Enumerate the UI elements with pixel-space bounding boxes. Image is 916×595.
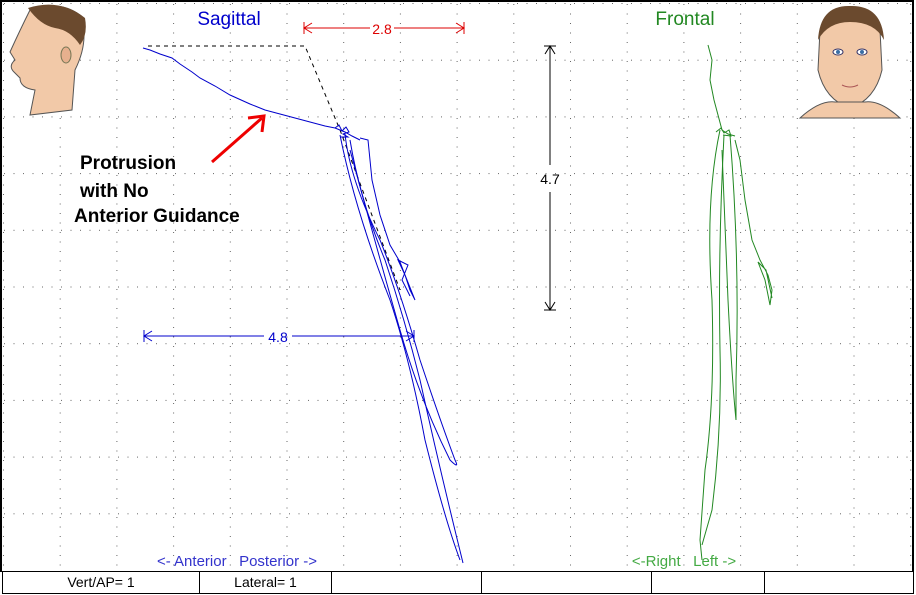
sagittal-axis-label: <- Anterior Posterior -> bbox=[157, 553, 317, 570]
frontal-title: Frontal bbox=[655, 9, 714, 30]
annotation-line-1: Protrusion bbox=[80, 153, 176, 174]
sagittal-trace bbox=[142, 47, 464, 564]
guide-dashed-line bbox=[148, 45, 401, 291]
measure-4-8 bbox=[143, 330, 415, 342]
status-cell-6 bbox=[765, 572, 913, 593]
status-cell-3 bbox=[332, 572, 482, 593]
sagittal-title: Sagittal bbox=[197, 9, 260, 30]
measure-4-7 bbox=[544, 45, 556, 311]
frontal-trace bbox=[699, 44, 773, 561]
annotation-arrow bbox=[211, 116, 263, 164]
status-lateral: Lateral= 1 bbox=[200, 572, 332, 593]
status-cell-5 bbox=[652, 572, 765, 593]
status-vert-ap: Vert/AP= 1 bbox=[3, 572, 200, 593]
annotation-line-2: with No bbox=[79, 181, 149, 202]
measure-2-8-label: 2.8 bbox=[372, 21, 392, 37]
frontal-axis-label: <-Right Left -> bbox=[632, 553, 736, 570]
measure-4-7-label: 4.7 bbox=[540, 171, 560, 187]
plot-frame bbox=[0, 0, 914, 572]
annotation-line-3: Anterior Guidance bbox=[74, 206, 240, 227]
status-cell-4 bbox=[482, 572, 652, 593]
jaw-tracking-plot: Sagittal Frontal 2.8 4.8 4.7 bbox=[0, 0, 914, 572]
profile-face-icon bbox=[9, 4, 86, 116]
measure-2-8 bbox=[303, 22, 465, 34]
measure-4-8-label: 4.8 bbox=[268, 329, 288, 345]
frontal-face-icon bbox=[798, 5, 902, 119]
status-bar: Vert/AP= 1 Lateral= 1 bbox=[2, 571, 914, 594]
